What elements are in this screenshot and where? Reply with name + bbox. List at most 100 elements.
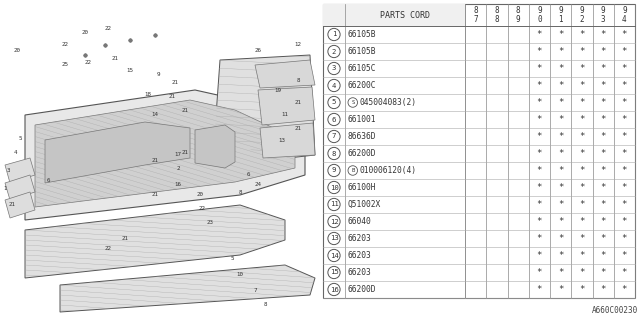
Text: *: * [558,234,563,243]
Text: 66105C: 66105C [348,64,376,73]
Text: *: * [579,64,584,73]
Text: 11: 11 [282,113,289,117]
Text: *: * [537,30,542,39]
Text: 3: 3 [6,167,10,172]
Bar [323,4,635,298]
Text: *: * [579,234,584,243]
Text: 9: 9 [558,6,563,15]
Text: *: * [579,285,584,294]
Text: *: * [579,166,584,175]
Text: 66200D: 66200D [348,149,376,158]
Text: *: * [558,30,563,39]
Text: 7: 7 [332,133,336,140]
Text: 66100H: 66100H [348,183,376,192]
Text: 16: 16 [330,286,339,292]
Text: *: * [579,217,584,226]
Text: *: * [579,183,584,192]
Text: *: * [558,251,563,260]
Text: *: * [537,132,542,141]
Polygon shape [258,87,315,125]
Text: *: * [537,268,542,277]
Text: *: * [621,98,627,107]
Text: *: * [600,98,606,107]
Polygon shape [45,122,190,183]
Text: 1: 1 [558,15,563,24]
Text: 13: 13 [330,236,339,242]
Text: *: * [558,64,563,73]
Text: 14: 14 [152,113,159,117]
Text: *: * [579,132,584,141]
Text: 8: 8 [495,15,499,24]
Text: 2: 2 [580,15,584,24]
Text: *: * [621,166,627,175]
Text: *: * [600,132,606,141]
Text: 66105B: 66105B [348,47,376,56]
Text: 5: 5 [332,100,336,106]
Text: 6: 6 [246,172,250,178]
Text: *: * [558,115,563,124]
Text: 21: 21 [182,149,189,155]
Text: 21: 21 [122,236,129,241]
Text: *: * [600,268,606,277]
Text: *: * [600,30,606,39]
Text: 10: 10 [330,185,339,190]
Polygon shape [5,175,35,200]
Text: 9: 9 [580,6,584,15]
Text: A660C00230: A660C00230 [592,306,638,315]
Text: *: * [621,149,627,158]
Text: *: * [600,81,606,90]
Text: 4: 4 [622,15,627,24]
Text: *: * [558,149,563,158]
Text: *: * [579,115,584,124]
Text: *: * [579,47,584,56]
Text: *: * [537,200,542,209]
Text: 2: 2 [332,49,336,54]
Text: *: * [621,268,627,277]
Text: 0: 0 [537,15,541,24]
Bar [323,4,465,26]
Text: 20: 20 [13,47,20,52]
Text: *: * [558,166,563,175]
Text: *: * [558,217,563,226]
Text: 6: 6 [332,116,336,123]
Text: *: * [621,115,627,124]
Text: *: * [537,115,542,124]
Text: *: * [621,30,627,39]
Text: 15: 15 [330,269,339,276]
Text: *: * [537,285,542,294]
Text: 21: 21 [8,203,15,207]
Text: *: * [537,183,542,192]
Text: *: * [558,285,563,294]
Text: 22: 22 [104,26,111,30]
Text: *: * [558,183,563,192]
Polygon shape [25,205,285,278]
Text: *: * [600,149,606,158]
Text: 21: 21 [294,100,301,106]
Text: 21: 21 [182,108,189,113]
Text: 23: 23 [207,220,214,225]
Text: 12: 12 [294,43,301,47]
Text: 86636D: 86636D [348,132,376,141]
Text: 11: 11 [330,202,339,207]
Text: *: * [537,149,542,158]
Text: *: * [579,30,584,39]
Text: 5: 5 [230,255,234,260]
Text: 22: 22 [84,60,92,65]
Text: 7: 7 [253,287,257,292]
Text: *: * [579,149,584,158]
Text: *: * [600,285,606,294]
Text: 7: 7 [474,15,478,24]
Text: 21: 21 [152,193,159,197]
Polygon shape [25,90,305,220]
Text: S: S [351,100,355,105]
Text: 66203: 66203 [348,234,372,243]
Text: 19: 19 [275,87,282,92]
Text: 20: 20 [196,193,204,197]
Text: *: * [537,251,542,260]
Text: 18: 18 [145,92,152,98]
Text: *: * [621,200,627,209]
Text: 21: 21 [111,55,118,60]
Text: *: * [537,166,542,175]
Text: 8: 8 [495,6,499,15]
Polygon shape [215,55,315,160]
